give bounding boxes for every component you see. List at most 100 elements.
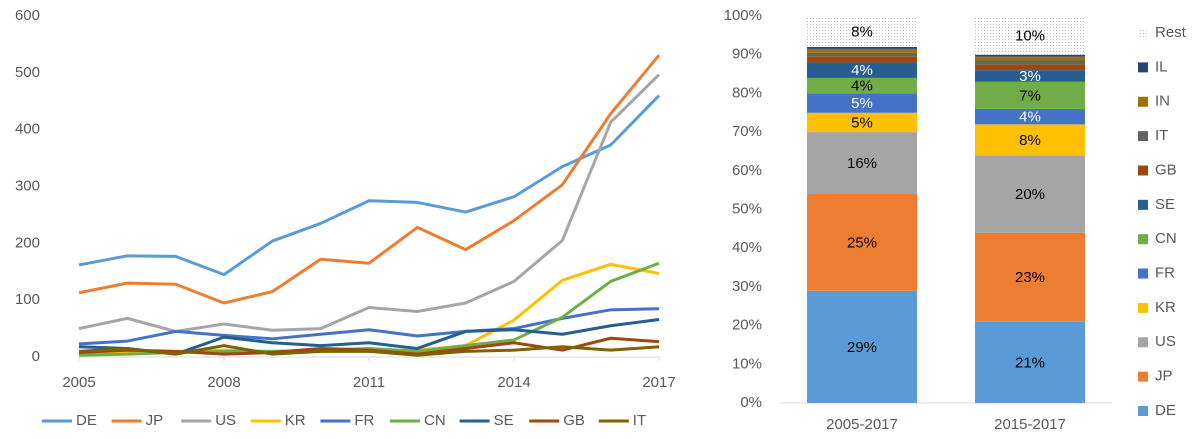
x-tick-label: 2011 bbox=[353, 374, 385, 391]
data-label: 21% bbox=[1015, 354, 1045, 371]
data-label: 5% bbox=[851, 114, 873, 131]
legend-label: DE bbox=[1155, 402, 1176, 419]
legend-swatch bbox=[1138, 268, 1148, 279]
bar-segment bbox=[807, 48, 917, 53]
y-tick-label: 50% bbox=[732, 200, 762, 217]
legend-swatch bbox=[1138, 131, 1148, 142]
y-tick-label: 0% bbox=[740, 394, 762, 411]
bar-segment bbox=[975, 70, 1085, 82]
data-label: 5% bbox=[851, 95, 873, 112]
y-tick-label: 0 bbox=[32, 348, 40, 365]
bar-segment bbox=[807, 46, 917, 49]
series-line bbox=[78, 307, 660, 346]
legend-label: SE bbox=[494, 412, 514, 429]
legend-label: IT bbox=[633, 412, 646, 429]
data-label: 29% bbox=[847, 339, 877, 356]
bar-segment bbox=[807, 194, 917, 291]
data-label: 10% bbox=[1015, 27, 1045, 44]
y-tick-label: 20% bbox=[732, 317, 762, 334]
legend-label: FR bbox=[1155, 265, 1175, 282]
legend-swatch bbox=[1138, 165, 1148, 176]
legend-label: GB bbox=[1155, 161, 1177, 178]
bar-segment bbox=[975, 64, 1085, 71]
legend-label: GB bbox=[563, 412, 585, 429]
series-line bbox=[78, 73, 661, 333]
y-tick-label: 10% bbox=[732, 355, 762, 372]
bar-segment bbox=[807, 16, 917, 47]
bar-segment bbox=[807, 93, 917, 113]
bar-segment bbox=[975, 16, 1085, 55]
legend-label: Rest bbox=[1155, 24, 1187, 41]
y-tick-label: 600 bbox=[15, 7, 40, 24]
legend-swatch bbox=[1138, 62, 1148, 73]
legend-swatch bbox=[1138, 28, 1148, 39]
bar-segment bbox=[807, 77, 917, 94]
data-label: 20% bbox=[1015, 186, 1045, 203]
bar-segment bbox=[975, 60, 1085, 65]
y-tick-label: 300 bbox=[15, 177, 40, 194]
bar-segment bbox=[975, 124, 1085, 156]
x-tick-label: 2015-2017 bbox=[994, 416, 1066, 433]
data-label: 4% bbox=[851, 78, 873, 95]
legend-swatch bbox=[1138, 302, 1148, 313]
legend-label: IT bbox=[1155, 127, 1168, 144]
data-label: 7% bbox=[1019, 87, 1041, 104]
y-tick-label: 90% bbox=[732, 46, 762, 63]
x-tick-label: 2005 bbox=[62, 374, 95, 391]
data-label: 8% bbox=[1019, 132, 1041, 149]
data-label: 25% bbox=[847, 234, 877, 251]
legend-label: KR bbox=[285, 412, 306, 429]
y-tick-label: 80% bbox=[732, 84, 762, 101]
legend-label: US bbox=[215, 412, 236, 429]
legend-label: CN bbox=[424, 412, 446, 429]
legend-swatch bbox=[1138, 337, 1148, 348]
series-line bbox=[78, 54, 661, 305]
data-label: 4% bbox=[851, 62, 873, 79]
legend-swatch bbox=[1138, 406, 1148, 416]
legend-swatch bbox=[1138, 96, 1148, 107]
x-tick-label: 2005-2017 bbox=[826, 416, 898, 433]
bar-segment bbox=[975, 54, 1085, 57]
y-tick-label: 60% bbox=[732, 162, 762, 179]
legend-swatch bbox=[1138, 199, 1148, 210]
legend-label: IL bbox=[1155, 58, 1168, 75]
y-tick-label: 100% bbox=[724, 7, 762, 24]
bar-segment bbox=[807, 112, 917, 133]
y-tick-label: 400 bbox=[15, 121, 40, 138]
legend-label: US bbox=[1155, 333, 1176, 350]
y-tick-label: 30% bbox=[732, 278, 762, 295]
y-tick-label: 100 bbox=[15, 291, 40, 308]
bar-segment bbox=[975, 321, 1085, 403]
bar-segment bbox=[975, 56, 1085, 61]
series-line bbox=[78, 344, 660, 357]
legend-label: IN bbox=[1155, 93, 1170, 110]
bar-segment bbox=[807, 132, 917, 195]
legend-label: JP bbox=[1155, 368, 1173, 385]
bar-segment bbox=[975, 81, 1085, 109]
legend-label: KR bbox=[1155, 299, 1176, 316]
legend-label: SE bbox=[1155, 196, 1175, 213]
bar-segment bbox=[807, 62, 917, 78]
bar-segment bbox=[975, 108, 1085, 125]
legend-swatch bbox=[1138, 371, 1148, 382]
legend-label: FR bbox=[354, 412, 374, 429]
legend-label: DE bbox=[76, 412, 97, 429]
data-label: 4% bbox=[1019, 109, 1041, 126]
y-tick-label: 500 bbox=[15, 64, 40, 81]
x-tick-label: 2008 bbox=[207, 374, 240, 391]
y-tick-label: 200 bbox=[15, 234, 40, 251]
bar-segment bbox=[807, 56, 917, 63]
x-tick-label: 2017 bbox=[642, 374, 675, 391]
x-tick-label: 2014 bbox=[497, 374, 530, 391]
bar-segment bbox=[975, 232, 1085, 322]
y-tick-label: 40% bbox=[732, 239, 762, 256]
series-line bbox=[78, 94, 661, 277]
data-label: 3% bbox=[1019, 68, 1041, 85]
bar-segment bbox=[807, 290, 917, 403]
legend-label: JP bbox=[146, 412, 164, 429]
legend-swatch bbox=[1138, 234, 1148, 245]
bar-segment bbox=[807, 52, 917, 57]
y-tick-label: 70% bbox=[732, 123, 762, 140]
data-label: 8% bbox=[851, 23, 873, 40]
